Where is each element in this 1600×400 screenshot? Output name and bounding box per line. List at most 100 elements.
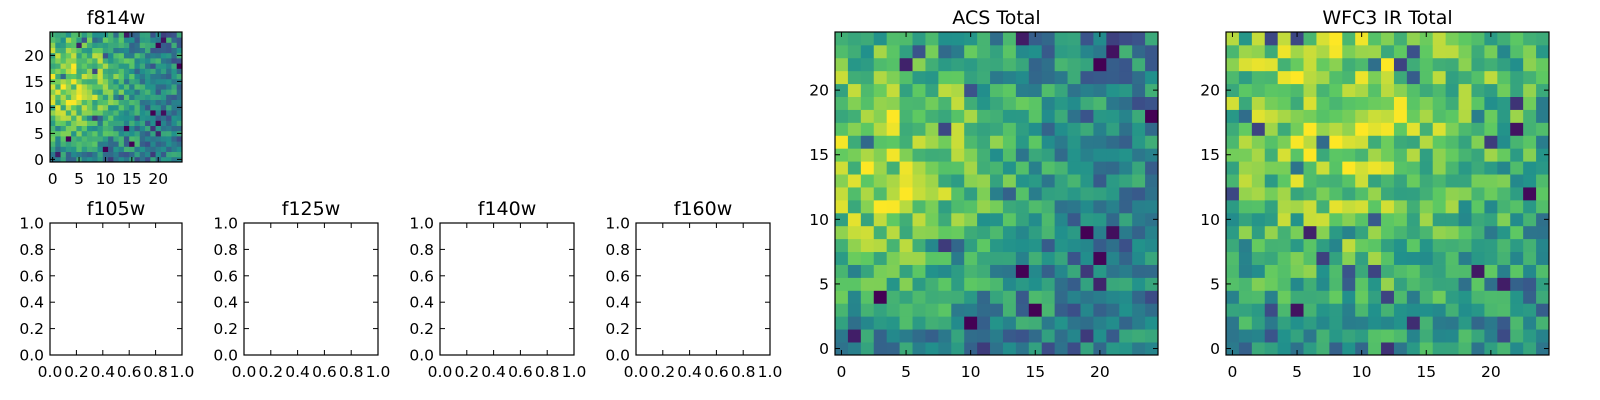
acs-total-cell <box>1093 316 1107 330</box>
acs-total-cell <box>899 70 913 85</box>
acs-total-cell <box>1080 122 1094 136</box>
acs-total-cell <box>1132 303 1146 317</box>
f814w-frame <box>49 31 183 163</box>
acs-total-cell <box>990 316 1004 330</box>
f814w-cell <box>102 89 109 95</box>
acs-total-cell <box>860 290 875 304</box>
wfc3-ir-total-cell <box>1316 57 1330 72</box>
wfc3-ir-total-cell <box>1264 96 1279 110</box>
f814w-cell <box>113 63 120 69</box>
f125w-xtick-label: 0.2 <box>258 363 283 381</box>
f814w-cell <box>97 58 104 64</box>
acs-total-cell <box>990 329 1004 343</box>
wfc3-ir-total-cell <box>1445 44 1459 59</box>
acs-total-cell <box>990 238 1004 253</box>
f814w-cell <box>145 52 151 59</box>
wfc3-ir-total-cell <box>1277 238 1291 253</box>
wfc3-ir-total-cell <box>1406 199 1421 214</box>
f125w-title: f125w <box>282 198 341 220</box>
wfc3-ir-total-cell <box>1277 187 1291 201</box>
wfc3-ir-total-cell <box>1523 174 1537 188</box>
acs-total-cell <box>1041 174 1056 188</box>
wfc3-ir-total-cell <box>1393 96 1408 110</box>
wfc3-ir-total-cell <box>1458 161 1472 175</box>
f814w-cell <box>166 104 172 111</box>
f814w-cell <box>97 52 104 59</box>
wfc3-ir-total-cell <box>1393 277 1408 291</box>
wfc3-ir-total-cell <box>1368 187 1382 201</box>
acs-total-cell <box>860 329 875 343</box>
acs-total-cell <box>899 32 913 46</box>
wfc3-ir-total-cell <box>1523 96 1537 110</box>
f814w-cell <box>108 84 114 90</box>
f814w-cell <box>145 58 151 64</box>
f814w-cell <box>86 99 93 106</box>
f814w-cell <box>81 110 88 116</box>
wfc3-ir-total-cell <box>1458 70 1472 85</box>
f105w-ytick-label: 0.8 <box>19 241 44 259</box>
f814w-cell <box>155 73 162 80</box>
wfc3-ir-total-cell <box>1523 225 1537 240</box>
wfc3-ir-total-cell <box>1471 174 1485 188</box>
f814w-cell <box>60 146 67 152</box>
f814w-cell <box>97 125 104 132</box>
f814w-cell <box>139 42 146 48</box>
f814w-cell <box>176 110 183 116</box>
wfc3-ir-total-cell <box>1316 342 1330 356</box>
wfc3-ir-total-cell <box>1497 122 1511 136</box>
acs-total-ytick-label: 0 <box>819 340 829 358</box>
f814w-cell <box>139 130 146 137</box>
wfc3-ir-total-cell <box>1432 303 1447 317</box>
f814w-cell <box>92 110 98 116</box>
wfc3-ir-total-cell <box>1510 135 1524 149</box>
acs-total-cell <box>990 277 1004 291</box>
f814w-cell <box>150 110 156 116</box>
wfc3-ir-total-cell <box>1264 148 1279 162</box>
acs-total-cell <box>1054 225 1068 240</box>
f814w-cell <box>166 47 172 54</box>
acs-total-cell <box>1145 303 1159 317</box>
f814w-cell <box>97 136 104 142</box>
wfc3-ir-total-cell <box>1406 342 1421 356</box>
wfc3-ir-total-cell <box>1393 161 1408 175</box>
f814w-cell <box>81 125 88 132</box>
wfc3-ir-total-cell <box>1226 174 1240 188</box>
acs-total-cell <box>860 83 875 97</box>
f814w-cell <box>145 73 151 80</box>
wfc3-ir-total-cell <box>1510 122 1524 136</box>
wfc3-ir-total-cell <box>1303 83 1317 97</box>
wfc3-ir-total-cell <box>1432 57 1447 72</box>
acs-total-cell <box>938 251 952 265</box>
f814w-cell <box>166 141 172 147</box>
f814w-cell <box>65 130 72 137</box>
wfc3-ir-total-cell <box>1251 342 1266 356</box>
f814w-cell <box>123 99 130 106</box>
wfc3-ir-total-cell <box>1264 277 1279 291</box>
acs-total-cell <box>1106 148 1120 162</box>
wfc3-ir-total-cell <box>1251 109 1266 123</box>
wfc3-ir-total-cell <box>1316 290 1330 304</box>
f814w-cell <box>86 63 93 69</box>
wfc3-ir-total-cell <box>1226 70 1240 85</box>
wfc3-ir-total-cell <box>1393 83 1408 97</box>
f814w-cell <box>81 73 88 80</box>
wfc3-ir-total-cell <box>1523 187 1537 201</box>
acs-total-cell <box>1093 148 1107 162</box>
f814w-cell <box>118 125 125 132</box>
f814w-cell <box>65 37 72 43</box>
wfc3-ir-total-cell <box>1329 70 1343 85</box>
acs-total-cell <box>1119 83 1133 97</box>
wfc3-ir-total-cell <box>1419 122 1434 136</box>
acs-total-cell <box>1028 70 1043 85</box>
f814w-cell <box>123 115 130 121</box>
f814w-cell <box>60 84 67 90</box>
f814w-cell <box>134 89 141 95</box>
f814w-cell <box>150 42 156 48</box>
wfc3-ir-total-cell <box>1497 264 1511 278</box>
wfc3-ir-total-cell <box>1238 161 1253 175</box>
f160w-xtick-label: 1.0 <box>758 363 783 381</box>
wfc3-ir-total-cell <box>1381 44 1395 59</box>
f814w-cell <box>97 146 104 152</box>
